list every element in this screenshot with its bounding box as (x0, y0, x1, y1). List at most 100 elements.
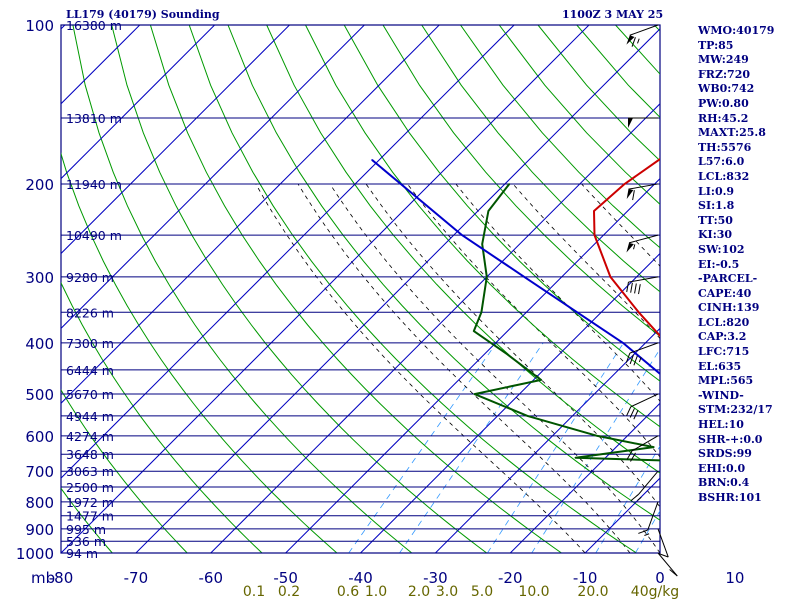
temperature-point (593, 210, 595, 212)
pressure-tick-label: 700 (25, 463, 54, 481)
dewpoint-point (486, 276, 488, 278)
isotherm-line (210, 103, 660, 553)
barb-feather (626, 450, 633, 460)
barb-feather (638, 529, 648, 534)
height-label: 11940 m (66, 177, 122, 192)
isobar-lines (61, 24, 660, 554)
mixing-ratio-label: 10.0 (518, 584, 549, 600)
barb-staff (638, 470, 659, 495)
dewpoint-point (748, 552, 749, 553)
parcel-point (622, 342, 624, 344)
height-labels: 16380 m 13810 m 11940 m 10490 m 9280 m 8226 m… (66, 18, 122, 561)
parcel-point (371, 159, 373, 161)
index-item: -PARCEL- (698, 272, 758, 286)
mixing-ratio-label: 5.0 (471, 584, 493, 600)
index-item: HEL:10 (698, 418, 744, 432)
mixing-ratio-line (399, 342, 544, 553)
temperature-tick-label: -60 (199, 569, 224, 587)
index-item: SW:102 (698, 242, 745, 256)
isotherm-lines (61, 25, 660, 553)
mixing-ratio-label: 0.6 (337, 584, 359, 600)
profile-lines (371, 117, 749, 553)
isotherm-line (435, 327, 660, 553)
index-item: TT:50 (698, 213, 733, 227)
dewpoint-point (596, 435, 599, 437)
barb-staff (628, 183, 659, 190)
barb-flag (628, 117, 633, 128)
temperature-tick-label: -80 (49, 569, 74, 587)
barb-half-feather (644, 533, 650, 536)
isotherm-line (61, 25, 440, 404)
barb-staff (657, 528, 669, 558)
parcel-point (684, 394, 685, 395)
temperature-point (694, 117, 695, 118)
wind-barb (628, 117, 658, 128)
temperature-tick-label: -20 (498, 569, 523, 587)
temperature-point (666, 342, 667, 343)
index-item: CAP:3.2 (698, 330, 747, 344)
pressure-tick-label: 1000 (16, 545, 54, 563)
temperature-axis: -80-70-60-50-40-30-20-10010203040 (49, 569, 745, 587)
wind-barb (626, 234, 659, 253)
isotherm-line (61, 25, 215, 180)
barb-staff (630, 393, 659, 408)
barb-feather (630, 493, 640, 502)
index-item: RH:45.2 (698, 111, 749, 125)
mixing-ratio-line (487, 342, 624, 553)
index-item: KI:30 (698, 228, 733, 242)
index-item: L57:6.0 (698, 155, 745, 169)
barb-feather (626, 406, 632, 417)
wind-barb (626, 276, 659, 295)
height-label: 2500 m (66, 480, 114, 495)
temperature-tick-label: -30 (423, 569, 448, 587)
barb-half-feather (633, 244, 636, 250)
index-item: LCL:820 (698, 315, 750, 329)
dewpoint-point (575, 457, 577, 459)
temperature-point (682, 369, 683, 370)
height-label: 5670 m (66, 387, 114, 402)
pressure-tick-label: 100 (25, 17, 54, 35)
temperature-tick-label: -70 (124, 569, 149, 587)
barb-feather (634, 283, 637, 294)
barb-half-feather (637, 496, 642, 501)
index-item: TH:5576 (698, 140, 752, 154)
pressure-tick-label: 900 (25, 521, 54, 539)
index-item: SHR-+:0.0 (698, 432, 763, 446)
height-label: 536 m (66, 534, 106, 549)
height-label: 7300 m (66, 336, 114, 351)
dewpoint-point (508, 183, 510, 185)
wind-barb (630, 470, 659, 502)
index-item: EHI:0.0 (698, 461, 746, 475)
moist-adiabat (329, 183, 660, 553)
barb-feather (625, 352, 631, 363)
wind-barb (626, 24, 659, 47)
wind-barb (638, 501, 659, 536)
mixing-ratio-lines (348, 342, 660, 553)
barb-feather (631, 37, 636, 47)
barb-staff (628, 234, 659, 244)
isotherm-line (360, 252, 660, 553)
height-label: 10490 m (66, 228, 122, 243)
wind-barb (626, 183, 659, 201)
dry-adiabat (149, 25, 562, 553)
index-item: SRDS:99 (698, 447, 752, 461)
height-label: 3648 m (66, 447, 114, 462)
moist-adiabat (407, 183, 660, 458)
pressure-tick-label: 400 (25, 335, 54, 353)
barb-half-feather (637, 38, 640, 44)
dewpoint-point (473, 393, 476, 395)
index-item: PW:0.80 (698, 96, 749, 110)
dewpoint-point (540, 379, 542, 381)
dewpoint-point (480, 311, 482, 313)
isotherm-line (61, 25, 290, 255)
index-item: TP:85 (698, 38, 734, 52)
mixing-ratio-label: 40g/kg (631, 584, 679, 600)
wind-barb (657, 552, 678, 577)
dewpoint-point (653, 446, 655, 448)
pressure-tick-label: 500 (25, 386, 54, 404)
barb-flag (626, 35, 635, 45)
sounding-time: 1100Z 3 MAY 25 (562, 8, 664, 21)
barb-staff (631, 435, 659, 452)
mixing-ratio-line (348, 342, 497, 553)
dewpoint-point (506, 353, 508, 355)
